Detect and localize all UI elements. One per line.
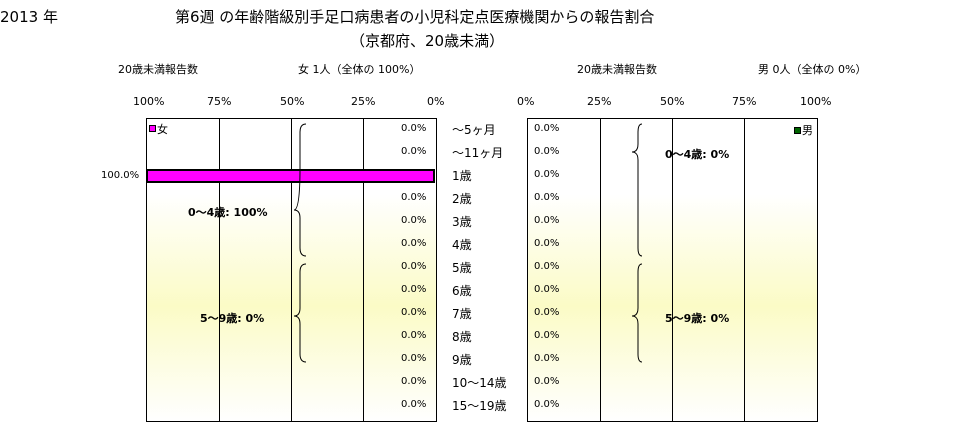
gridline [363,119,364,421]
category-label: 3歳 [452,215,472,229]
gridline [219,119,220,421]
category-label: 10～14歳 [452,376,507,390]
gridline [291,119,292,421]
male-value-label: 0.0% [534,399,560,410]
female-legend-label: 女 [157,123,168,136]
female-value-label: 0.0% [401,330,427,341]
male-value-label: 0.0% [534,353,560,364]
female-legend-swatch [149,125,156,132]
female-tick-label: 50% [280,95,305,108]
category-label: 5歳 [452,261,472,275]
female-value-label: 0.0% [401,307,427,318]
female-tick-label: 0% [427,95,445,108]
gridline [600,119,601,421]
male-legend-label: 男 [802,124,813,137]
male-brace-5-9 [631,263,643,363]
male-value-label: 0.0% [534,330,560,341]
female-value-label: 0.0% [401,123,427,134]
male-value-label: 0.0% [534,123,560,134]
male-annotation-0-4: 0～4歳: 0% [665,148,730,161]
female-annotation-0-4: 0～4歳: 100% [188,206,268,219]
male-value-label: 0.0% [534,215,560,226]
category-label: ～5ヶ月 [452,123,496,137]
female-brace-group [293,123,307,363]
category-label: 4歳 [452,238,472,252]
female-info-count: 女 1人（全体の 100%） [298,63,421,76]
female-value-label: 0.0% [401,192,427,203]
female-value-label: 0.0% [401,284,427,295]
female-value-label: 0.0% [401,353,427,364]
male-annotation-5-9: 5～9歳: 0% [665,312,730,325]
category-label: 9歳 [452,353,472,367]
category-label: 6歳 [452,284,472,298]
male-value-label: 0.0% [534,261,560,272]
female-value-label: 0.0% [401,261,427,272]
gridline [744,119,745,421]
male-value-label: 0.0% [534,146,560,157]
category-label: 8歳 [452,330,472,344]
male-tick-label: 50% [660,95,685,108]
male-value-label: 0.0% [534,169,560,180]
male-plot-area [527,118,818,422]
gridline [672,119,673,421]
female-value-label: 0.0% [401,376,427,387]
year-label: 2013 年 [0,8,58,26]
female-tick-label: 100% [133,95,165,108]
male-info-count: 男 0人（全体の 0%） [758,63,867,76]
female-brace-0-4 [293,123,307,257]
category-label: 1歳 [452,169,472,183]
female-value-label: 0.0% [401,146,427,157]
male-tick-label: 100% [800,95,832,108]
male-brace-group [631,123,643,363]
male-value-label: 0.0% [534,238,560,249]
male-value-label: 0.0% [534,284,560,295]
male-tick-label: 75% [732,95,757,108]
female-value-label: 0.0% [401,215,427,226]
female-info-label: 20歳未満報告数 [118,63,198,76]
chart-subtitle: （京都府、20歳未満） [350,32,505,50]
male-value-label: 0.0% [534,192,560,203]
male-brace-0-4 [631,123,643,257]
male-legend-swatch [794,127,801,134]
category-label: 2歳 [452,192,472,206]
male-tick-label: 25% [587,95,612,108]
male-info-label: 20歳未満報告数 [577,63,657,76]
category-label: 7歳 [452,307,472,321]
female-value-label: 0.0% [401,399,427,410]
female-plot-area [146,118,437,422]
female-tick-label: 75% [207,95,232,108]
female-tick-label: 25% [351,95,376,108]
chart-title: 第6週 の年齢階級別手足口病患者の小児科定点医療機関からの報告割合 [175,8,655,26]
male-value-label: 0.0% [534,307,560,318]
female-value-label: 0.0% [401,238,427,249]
male-value-label: 0.0% [534,376,560,387]
male-tick-label: 0% [517,95,535,108]
female-bar-1yr [146,169,435,183]
category-label: ～11ヶ月 [452,146,504,160]
female-brace-5-9 [293,263,307,363]
category-label: 15～19歳 [452,399,507,413]
female-value-label: 100.0% [101,170,140,181]
female-annotation-5-9: 5～9歳: 0% [200,312,265,325]
